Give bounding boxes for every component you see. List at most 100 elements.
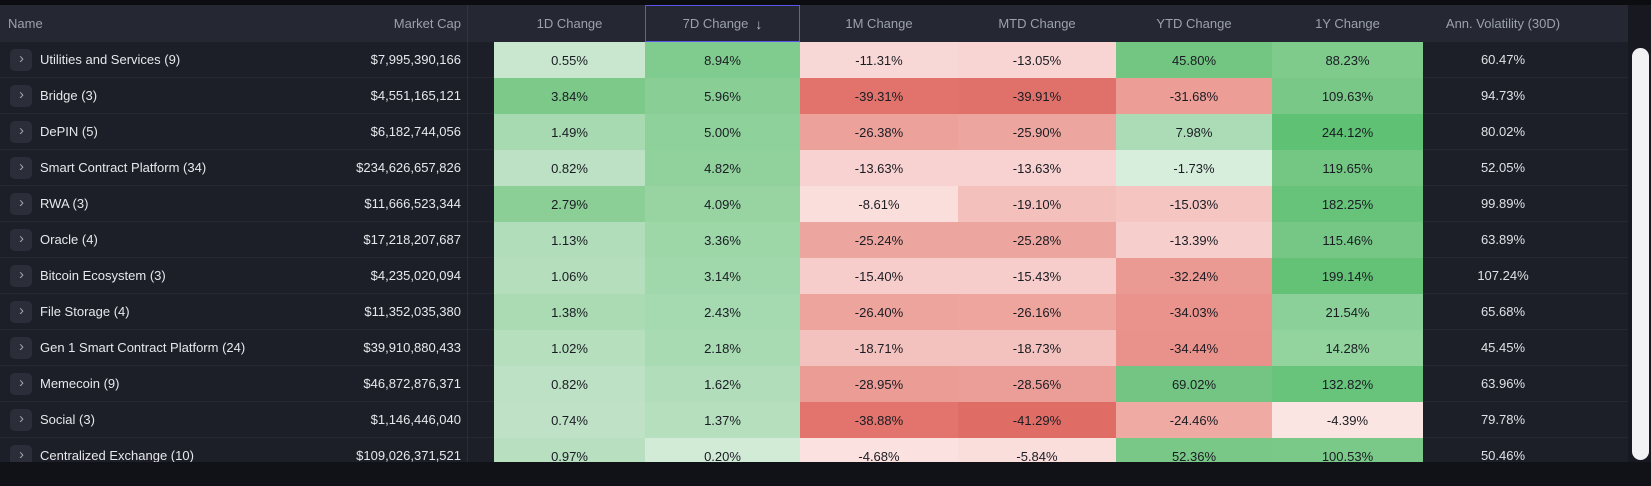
change-cell-1m: -15.40% [800,258,958,294]
table-row[interactable]: › Memecoin (9) $46,872,876,371 0.82% 1.6… [0,366,1628,402]
sector-name: Utilities and Services (9) [40,52,181,67]
scrollbar-track[interactable] [1628,5,1651,462]
table-row[interactable]: › RWA (3) $11,666,523,344 2.79% 4.09% -8… [0,186,1628,222]
volatility-cell: 79.78% [1423,402,1628,438]
expand-row-button[interactable]: › [10,264,32,287]
table-row[interactable]: › Oracle (4) $17,218,207,687 1.13% 3.36%… [0,222,1628,258]
change-cell-1m: -18.71% [800,330,958,366]
sector-table: Name Market Cap 1D Change 7D Change ↓ 1M… [0,5,1651,462]
expand-row-button[interactable]: › [10,300,32,323]
change-cell-1m: -26.38% [800,114,958,150]
change-cell-mtd: -18.73% [958,330,1116,366]
change-cell-1m: -26.40% [800,294,958,330]
change-cell-1m: -13.63% [800,150,958,186]
volatility-cell: 80.02% [1423,114,1628,150]
expand-row-button[interactable]: › [10,444,32,462]
change-cell-1y: 132.82% [1272,366,1423,402]
column-header-7d-change-sorted[interactable]: 7D Change ↓ [645,5,800,42]
name-and-marketcap-cell: › Smart Contract Platform (34) $234,626,… [0,150,494,186]
column-header-1d-change[interactable]: 1D Change [536,16,603,31]
change-cell-1y: 21.54% [1272,294,1423,330]
scrollbar-thumb[interactable] [1632,48,1649,460]
expand-row-button[interactable]: › [10,84,32,107]
change-cell-7d: 2.43% [645,294,800,330]
expand-row-button[interactable]: › [10,408,32,431]
change-cell-1d: 0.97% [494,438,645,462]
chevron-right-icon: › [19,193,24,211]
change-cell-ytd: -1.73% [1116,150,1272,186]
column-header-1y-change[interactable]: 1Y Change [1315,16,1380,31]
table-row[interactable]: › Utilities and Services (9) $7,995,390,… [0,42,1628,78]
table-row[interactable]: › Smart Contract Platform (34) $234,626,… [0,150,1628,186]
name-and-marketcap-cell: › Centralized Exchange (10) $109,026,371… [0,438,494,462]
change-cell-1d: 0.82% [494,366,645,402]
change-cell-1m: -39.31% [800,78,958,114]
chevron-right-icon: › [19,85,24,103]
column-header-mtd-change[interactable]: MTD Change [998,16,1076,31]
change-cell-1m: -25.24% [800,222,958,258]
sector-name: Social (3) [40,412,95,427]
change-cell-1y: 119.65% [1272,150,1423,186]
market-cap-value: $4,235,020,094 [370,268,461,283]
sector-name: Oracle (4) [40,232,98,247]
table-row[interactable]: › DePIN (5) $6,182,744,056 1.49% 5.00% -… [0,114,1628,150]
change-cell-1y: -4.39% [1272,402,1423,438]
change-cell-1m: -28.95% [800,366,958,402]
expand-row-button[interactable]: › [10,192,32,215]
table-row[interactable]: › Centralized Exchange (10) $109,026,371… [0,438,1628,462]
change-cell-7d: 5.00% [645,114,800,150]
change-cell-1y: 14.28% [1272,330,1423,366]
table-row[interactable]: › File Storage (4) $11,352,035,380 1.38%… [0,294,1628,330]
volatility-cell: 52.05% [1423,150,1628,186]
change-cell-mtd: -13.05% [958,42,1116,78]
market-cap-value: $6,182,744,056 [370,124,461,139]
change-cell-7d: 0.20% [645,438,800,462]
expand-row-button[interactable]: › [10,372,32,395]
change-cell-ytd: 7.98% [1116,114,1272,150]
expand-row-button[interactable]: › [10,228,32,251]
name-and-marketcap-cell: › File Storage (4) $11,352,035,380 [0,294,494,330]
market-cap-value: $234,626,657,826 [356,160,461,175]
sector-name: Gen 1 Smart Contract Platform (24) [40,340,246,355]
table-header-row: Name Market Cap 1D Change 7D Change ↓ 1M… [0,5,1628,42]
change-cell-7d: 1.37% [645,402,800,438]
expand-row-button[interactable]: › [10,336,32,359]
market-cap-value: $4,551,165,121 [370,88,461,103]
expand-row-button[interactable]: › [10,48,32,71]
column-header-volatility[interactable]: Ann. Volatility (30D) [1445,16,1561,31]
change-cell-mtd: -25.90% [958,114,1116,150]
change-cell-1d: 0.74% [494,402,645,438]
change-cell-7d: 3.14% [645,258,800,294]
column-header-1m-change[interactable]: 1M Change [845,16,913,31]
table-row[interactable]: › Social (3) $1,146,446,040 0.74% 1.37% … [0,402,1628,438]
volatility-cell: 99.89% [1423,186,1628,222]
chevron-right-icon: › [19,265,24,283]
change-cell-7d: 4.09% [645,186,800,222]
expand-row-button[interactable]: › [10,156,32,179]
top-edge-strip [0,0,1651,5]
change-cell-1m: -11.31% [800,42,958,78]
volatility-cell: 107.24% [1423,258,1628,294]
expand-row-button[interactable]: › [10,120,32,143]
change-cell-mtd: -5.84% [958,438,1116,462]
market-cap-value: $11,666,523,344 [364,196,461,211]
change-cell-mtd: -15.43% [958,258,1116,294]
change-cell-1y: 100.53% [1272,438,1423,462]
chevron-right-icon: › [19,409,24,427]
name-column-divider [467,5,468,462]
column-header-market-cap[interactable]: Market Cap [393,16,461,31]
column-header-7d-change-label: 7D Change [682,16,749,31]
change-cell-1d: 1.38% [494,294,645,330]
sector-name: Centralized Exchange (10) [40,448,194,462]
change-cell-mtd: -25.28% [958,222,1116,258]
volatility-cell: 65.68% [1423,294,1628,330]
table-row[interactable]: › Gen 1 Smart Contract Platform (24) $39… [0,330,1628,366]
change-cell-ytd: -32.24% [1116,258,1272,294]
chevron-right-icon: › [19,337,24,355]
table-row[interactable]: › Bridge (3) $4,551,165,121 3.84% 5.96% … [0,78,1628,114]
column-header-name[interactable]: Name [8,16,43,31]
table-row[interactable]: › Bitcoin Ecosystem (3) $4,235,020,094 1… [0,258,1628,294]
column-header-ytd-change[interactable]: YTD Change [1156,16,1232,31]
change-cell-1d: 1.06% [494,258,645,294]
sector-name: Bitcoin Ecosystem (3) [40,268,166,283]
